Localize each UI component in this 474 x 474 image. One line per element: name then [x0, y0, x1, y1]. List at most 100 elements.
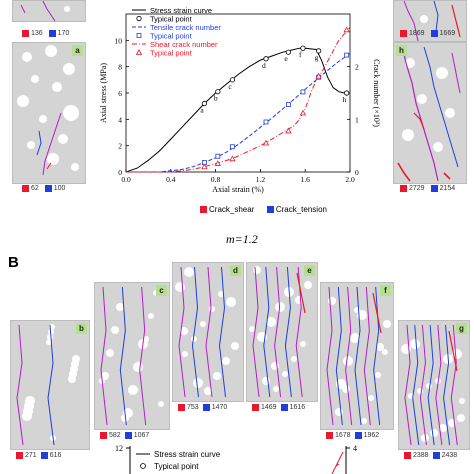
- x-tick-label: 0.4: [166, 175, 176, 184]
- shear-typical-point: [343, 26, 350, 33]
- tension-typical-point: [285, 102, 291, 107]
- panel-b-microstructure: [16, 324, 80, 446]
- series-line-0: [125, 47, 350, 173]
- panel-a-tag: a: [72, 45, 83, 56]
- shear-count: 582: [109, 432, 121, 439]
- y2-tick-label: 0: [355, 168, 359, 177]
- tension-swatch: [430, 30, 438, 37]
- y-tick-label: 2: [118, 142, 122, 151]
- bottom-chart-fragment: 12 4 Stress strain curve Typical point: [115, 444, 357, 474]
- shear-swatch: [16, 452, 23, 459]
- shear-swatch: [178, 404, 185, 411]
- shear-swatch: [22, 185, 29, 192]
- tension-count: 1962: [363, 432, 380, 439]
- x-tick-label: 2.0: [345, 175, 355, 184]
- shear-swatch: [400, 185, 407, 192]
- typical-point-label: g: [315, 53, 319, 62]
- x-tick-label: 1.2: [256, 175, 266, 184]
- y-tick-label: 0: [118, 168, 122, 177]
- tension-swatch: [202, 404, 210, 411]
- x-tick-label: 1.6: [301, 175, 311, 184]
- panel-top-right-counts: 1869 1669: [400, 30, 459, 37]
- panel-e-microstructure: [249, 266, 312, 398]
- shear-typical-point: [229, 155, 236, 162]
- tension-count: 1067: [133, 432, 150, 439]
- stress-typical-point: [316, 48, 322, 54]
- typical-point-label: e: [284, 54, 288, 63]
- legend-marker-tension: [136, 33, 142, 38]
- stress-typical-point: [300, 45, 306, 51]
- panel-a-microstructure: [17, 45, 79, 176]
- stress-typical-point: [263, 56, 269, 62]
- shear-typical-point: [262, 139, 270, 146]
- panel-g: g: [398, 320, 470, 450]
- legend-marker-stress: [136, 15, 142, 22]
- shear-swatch: [404, 452, 411, 459]
- shear-swatch: [400, 30, 407, 37]
- shear-count: 753: [187, 404, 199, 411]
- panel-e-tag: e: [304, 265, 315, 276]
- panel-a-counts: 62 100: [22, 185, 69, 192]
- tension-typical-point: [229, 144, 235, 150]
- section-b-letter: B: [8, 254, 19, 271]
- panel-h-tag: h: [396, 45, 407, 56]
- panel-d-microstructure: [175, 266, 239, 398]
- y-axis-label: Axial stress (MPa): [99, 63, 108, 123]
- y-tick-label: 8: [118, 63, 122, 72]
- panel-c: c: [94, 282, 170, 430]
- shear-typical-point: [201, 163, 208, 170]
- bottom-chart-legend-stress: Stress strain curve: [154, 450, 221, 459]
- shear-swatch: [252, 404, 259, 411]
- x-axis-label: Axial strain (%): [212, 185, 264, 194]
- panel-e-counts: 1469 1616: [252, 404, 309, 411]
- tension-count: 1616: [289, 404, 306, 411]
- panel-g-counts: 2388 2438: [404, 452, 461, 459]
- crack-legend: Crack_shear Crack_tension: [200, 205, 327, 214]
- panel-f: f: [320, 282, 394, 430]
- panel-d-counts: 753 1470: [178, 404, 231, 411]
- crack-tension-swatch: [266, 206, 274, 214]
- stress-typical-point: [229, 77, 235, 83]
- x-tick-label: 0.8: [211, 175, 221, 184]
- y-tick-label: 4: [118, 115, 122, 124]
- tension-typical-point: [263, 119, 269, 125]
- shear-swatch: [326, 432, 333, 439]
- tension-swatch: [432, 452, 440, 459]
- typical-point-label: d: [262, 61, 266, 70]
- tension-typical-point: [215, 153, 221, 159]
- panel-h: h: [393, 42, 467, 184]
- typical-point-label: a: [200, 106, 204, 115]
- shear-count: 271: [25, 452, 37, 459]
- bottom-chart-legend-point: Typical point: [154, 462, 199, 471]
- panel-b-counts: 271 616: [16, 452, 65, 459]
- tension-swatch: [354, 432, 362, 439]
- series-line-2: [126, 26, 351, 173]
- crack-tension-label: Crack_tension: [275, 205, 327, 214]
- shear-typical-point: [299, 109, 307, 116]
- legend-label: Stress strain curve: [150, 6, 212, 15]
- y2-tick-label: 2: [355, 63, 359, 72]
- panel-h-counts: 2729 2154: [400, 185, 459, 192]
- stress-typical-point: [215, 89, 221, 95]
- crack-shear-swatch: [200, 206, 207, 214]
- panel-e: e: [246, 262, 318, 402]
- tension-swatch: [44, 185, 52, 192]
- panel-c-tag: c: [156, 285, 167, 296]
- legend-label: Shear crack number: [150, 40, 218, 49]
- typical-point-label: h: [343, 95, 347, 104]
- shear-typical-point: [315, 72, 322, 79]
- shear-typical-point: [285, 127, 292, 134]
- shear-count: 1469: [261, 404, 277, 411]
- panel-d-tag: d: [230, 265, 241, 276]
- legend-marker-shear: [135, 49, 143, 55]
- panel-g-microstructure: [401, 324, 465, 446]
- tension-swatch: [40, 452, 48, 459]
- panel-f-tag: f: [380, 285, 391, 296]
- panel-b-tag: b: [76, 323, 87, 334]
- tension-swatch: [280, 404, 288, 411]
- legend-label: Tensile crack number: [150, 23, 221, 32]
- tension-swatch: [48, 30, 56, 37]
- panel-h-microstructure: [397, 44, 461, 182]
- panel-f-counts: 1678 1962: [326, 432, 383, 439]
- legend-label: Typical point: [150, 32, 193, 41]
